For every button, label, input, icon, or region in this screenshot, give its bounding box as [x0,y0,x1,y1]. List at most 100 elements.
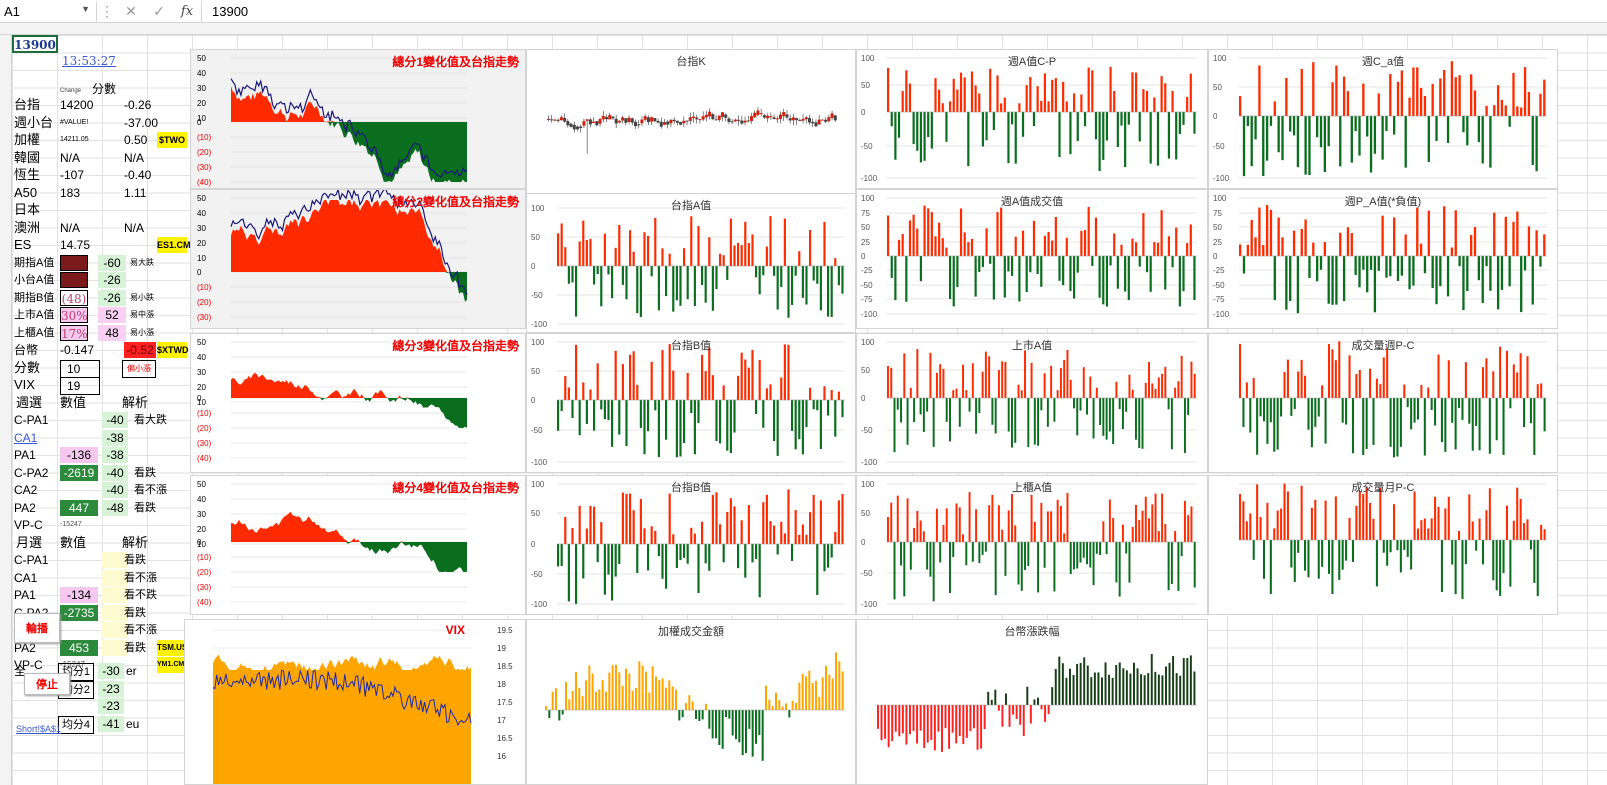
bar [1080,94,1083,112]
candle [717,115,721,120]
bar [909,705,911,735]
candle [659,121,663,127]
candle [753,112,757,118]
bar [1059,367,1062,398]
bar [809,387,812,400]
chart-taiex-b2[interactable]: 台指B值 100 50 0 -50 -100 [526,475,856,615]
chevron-down-icon[interactable]: ▼ [81,3,90,14]
stop-button[interactable]: 停止 [24,673,70,695]
bar [755,266,758,278]
insert-function-icon[interactable]: fx [180,3,194,19]
bar [1175,227,1178,256]
bar [1481,256,1484,304]
axis-tick: -100 [1213,310,1230,319]
cell-a1[interactable]: 13900 [12,35,58,53]
chart-vol-month[interactable]: 成交量月P-C [1208,475,1558,615]
week-label: CA2 [14,483,38,497]
bar [1014,112,1017,164]
bar [693,533,696,544]
bar [1087,67,1090,112]
chart-score3[interactable]: 總分3變化值及台指走勢 50 40 30 20 10 0 (10) (20) (30) (40) [190,333,526,473]
bar [1129,673,1132,705]
bar [997,370,1000,398]
bar [1177,381,1180,398]
name-box[interactable]: A1 ▼ [0,0,97,22]
bar [632,510,635,544]
bar [607,400,610,421]
chart-vol-week[interactable]: 成交量週P-C [1208,333,1558,473]
market-change: N/A [60,220,81,235]
chart-week-cp[interactable]: 週A值C-P 100 50 0 -50 -100 [856,49,1208,189]
more-icon[interactable]: ⋮ [100,2,114,19]
bar [1079,398,1082,411]
candle [679,121,683,125]
twd-neg: -0.52 [124,342,156,358]
bar [1342,76,1346,116]
bar [1386,348,1389,398]
bar [651,666,654,710]
bar [787,266,790,318]
chart-title: 總分4變化值及台指走勢 [392,481,519,495]
bar [1001,705,1004,727]
bar [1285,77,1288,116]
bar [1157,531,1160,542]
bar [898,705,901,737]
bar [819,400,822,450]
chart-score4[interactable]: 總分4變化值及台指走勢 50 40 30 20 10 0 (10) (20) (30) (40) [190,475,526,615]
bar [1254,116,1257,140]
bar [1102,112,1105,160]
bar [737,242,740,266]
bar [1419,87,1423,116]
bar [1051,687,1054,705]
bar [668,253,671,266]
cancel-icon[interactable]: ✕ [125,2,137,19]
play-button[interactable]: 輪播 [14,613,60,643]
bar [1419,243,1423,256]
bar [1069,668,1071,705]
chart-listed-a[interactable]: 上市A值 100 50 0 -50 -100 [856,333,1208,473]
axis-tick: 50 [197,54,206,63]
chart-week-c[interactable]: 週C_a值 100 50 0 -50 -100 [1208,49,1558,189]
bar [988,356,991,398]
bar [603,233,606,266]
bar [877,705,879,729]
bar [1444,508,1447,540]
chart-vix[interactable]: VIX 19.5 19 18.5 18 17.5 17 16.5 16 [184,619,526,785]
bar [771,706,774,710]
bar [978,542,981,564]
chart-taiex-a[interactable]: 台指A值 100 50 0 -50 -100 [526,193,856,333]
short-link[interactable]: Short!$A$1 [16,724,62,734]
time-link[interactable]: 13:53:27 [62,54,116,68]
bar [776,544,779,555]
bar [1505,505,1508,540]
chart-score1[interactable]: 總分1變化值及台指走勢 50 40 30 20 10 0 (10) (20) (30) (40) [190,49,526,189]
chart-taiex-b[interactable]: 台指B值 100 50 0 -50 -100 [526,333,856,473]
bar [1458,256,1461,267]
bar [585,400,588,424]
bar [1086,542,1089,565]
bar [1481,116,1484,164]
bar [958,507,961,542]
chart-turnover[interactable]: 加權成交金額 [526,619,856,785]
candle [733,119,737,122]
chart-taiex-k[interactable]: 台指K [526,49,856,199]
bar [1273,398,1276,452]
axis-tick: -25 [861,266,873,275]
column-headers[interactable] [0,23,1607,35]
confirm-icon[interactable]: ✓ [153,2,165,19]
bar [1466,116,1469,146]
formula-input[interactable]: 13900 [201,0,1607,22]
chart-otc-a[interactable]: 上櫃A值 100 50 0 -50 -100 [856,475,1208,615]
chart-score2[interactable]: 總分2變化值及台指走勢 50 40 30 20 10 0 (10) (20) (30) [190,189,526,329]
axis-tick: (30) [197,583,212,592]
chart-week-p[interactable]: 週P_A值(*負值) 100 75 50 25 0 -25 -50 -75 -100 [1208,189,1558,329]
bar [1323,242,1327,256]
chart-week-vol[interactable]: 週A值成交值 100 75 50 25 0 -25 -50 -75 -100 [856,189,1208,329]
bar [1290,398,1293,416]
bar [1144,496,1147,542]
bar [1358,491,1361,540]
row-headers[interactable] [0,35,12,785]
chart-twd[interactable]: 台幣漲跌幅 [856,619,1208,785]
bar [755,544,758,560]
cell-grid[interactable]: 13900 13:53:27 Change 分數 台指 14200 -0.26 週小台… [12,35,1607,785]
